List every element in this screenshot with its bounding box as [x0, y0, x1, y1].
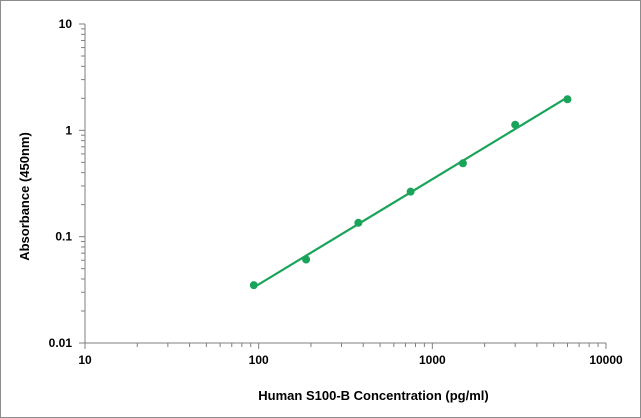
y-tick-label: 1 — [65, 123, 72, 137]
data-point — [302, 255, 311, 264]
x-tick-label: 1000 — [419, 353, 446, 367]
data-point — [354, 218, 363, 227]
x-axis-title: Human S100-B Concentration (pg/ml) — [258, 388, 488, 403]
x-tick-labels: 10 100 1000 10000 — [78, 353, 623, 367]
data-point — [511, 120, 520, 129]
x-tick-label: 100 — [249, 353, 269, 367]
x-tick-label: 10 — [78, 353, 92, 367]
y-tick-label: 0.1 — [55, 230, 72, 244]
data-point — [458, 159, 467, 168]
x-tick-label: 10000 — [589, 353, 623, 367]
y-tick-label: 10 — [59, 17, 73, 31]
y-tick-labels: 0.01 0.1 1 10 — [49, 17, 73, 350]
data-point — [563, 95, 572, 104]
y-tick-label: 0.01 — [49, 336, 73, 350]
data-points — [249, 95, 572, 290]
axis-ticks — [79, 23, 607, 349]
y-axis-title: Absorbance (450nm) — [17, 132, 32, 261]
data-point — [249, 281, 258, 290]
data-point — [406, 187, 415, 196]
